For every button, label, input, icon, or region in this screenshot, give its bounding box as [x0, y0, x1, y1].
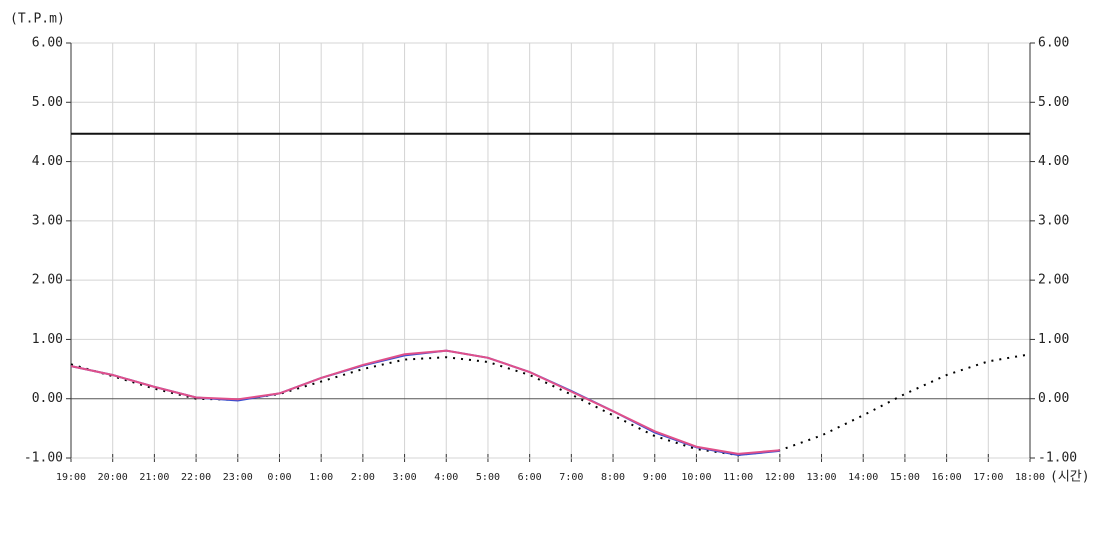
y2-tick-label: 3.00	[1038, 213, 1069, 228]
y2-tick-label: 2.00	[1038, 273, 1069, 288]
x-tick-label: 17:00	[973, 472, 1003, 483]
y-tick-label: 4.00	[32, 154, 63, 169]
y2-tick-label: -1.00	[1038, 451, 1077, 466]
x-tick-label: 9:00	[643, 472, 667, 483]
x-tick-label: 0:00	[267, 472, 291, 483]
x-tick-label: 5:00	[476, 472, 500, 483]
series-line	[70, 349, 780, 457]
y2-tick-label: 1.00	[1038, 332, 1069, 347]
y2-tick-label: 6.00	[1038, 36, 1069, 51]
x-tick-label: 18:00	[1015, 472, 1045, 483]
x-tick-label: 15:00	[890, 472, 920, 483]
series-line	[70, 349, 780, 455]
x-tick-label: 12:00	[765, 472, 795, 483]
x-axis-label: (시간)	[1050, 470, 1090, 485]
x-tick-label: 2:00	[351, 472, 375, 483]
y-tick-label: 3.00	[32, 213, 63, 228]
x-tick-label: 14:00	[848, 472, 878, 483]
x-tick-label: 3:00	[393, 472, 417, 483]
x-tick-label: 6:00	[518, 472, 542, 483]
y-tick-label: 2.00	[32, 273, 63, 288]
y2-tick-label: 0.00	[1038, 391, 1069, 406]
y-tick-label: 5.00	[32, 95, 63, 110]
y-tick-label: 6.00	[32, 36, 63, 51]
x-tick-label: 21:00	[139, 472, 169, 483]
y2-tick-label: 4.00	[1038, 154, 1069, 169]
x-tick-label: 4:00	[434, 472, 458, 483]
y-tick-label: -1.00	[24, 451, 63, 466]
x-tick-label: 20:00	[98, 472, 128, 483]
series-line	[70, 353, 1031, 457]
y-tick-label: 0.00	[32, 391, 63, 406]
x-tick-label: 23:00	[223, 472, 253, 483]
x-tick-label: 1:00	[309, 472, 333, 483]
x-tick-label: 8:00	[601, 472, 625, 483]
x-tick-label: 13:00	[806, 472, 836, 483]
x-tick-label: 22:00	[181, 472, 211, 483]
x-tick-label: 11:00	[723, 472, 753, 483]
x-tick-label: 19:00	[56, 472, 86, 483]
x-tick-label: 10:00	[681, 472, 711, 483]
x-tick-label: 7:00	[559, 472, 583, 483]
y-axis-label: (T.P.m)	[10, 12, 65, 27]
y-tick-label: 1.00	[32, 332, 63, 347]
x-tick-label: 16:00	[932, 472, 962, 483]
y2-tick-label: 5.00	[1038, 95, 1069, 110]
